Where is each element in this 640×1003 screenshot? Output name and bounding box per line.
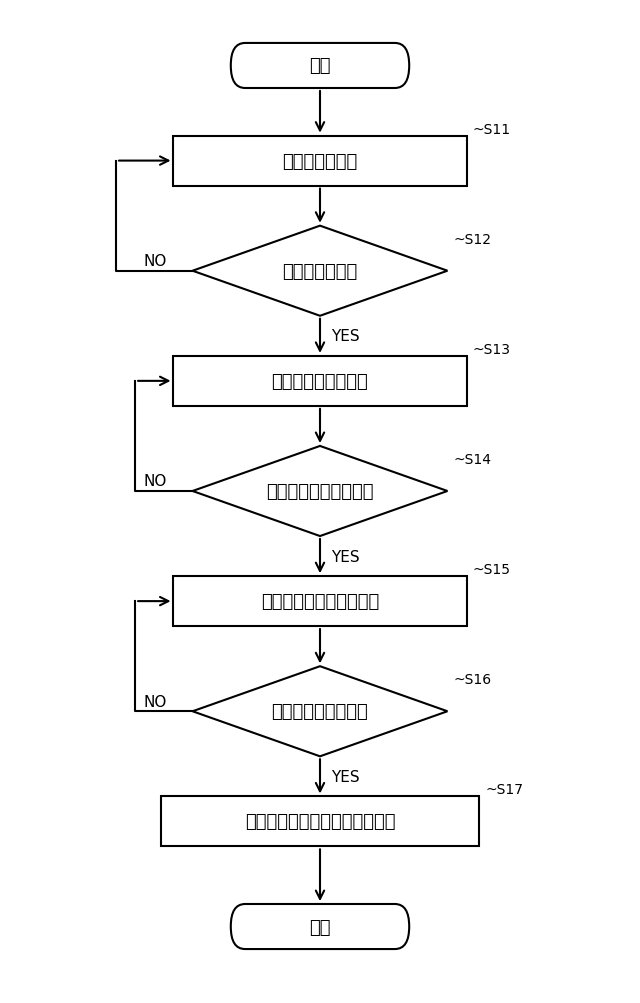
- Text: 開始: 開始: [309, 57, 331, 75]
- Text: NO: NO: [144, 694, 167, 709]
- Text: ~S12: ~S12: [454, 233, 492, 247]
- Text: ~S13: ~S13: [473, 342, 511, 356]
- Text: NO: NO: [144, 254, 167, 269]
- Text: NO: NO: [144, 474, 167, 489]
- Bar: [173, 577, 467, 627]
- Text: ~S17: ~S17: [486, 782, 524, 796]
- Bar: [173, 136, 467, 187]
- Text: YES: YES: [331, 769, 360, 784]
- Text: ~S15: ~S15: [473, 563, 511, 577]
- Text: ~S16: ~S16: [454, 673, 492, 686]
- Text: 終了: 終了: [309, 918, 331, 936]
- Text: 申込情報の入力あり？: 申込情報の入力あり？: [266, 482, 374, 500]
- Text: ~S14: ~S14: [454, 452, 492, 466]
- Text: カード情報の読取り処理へ移行: カード情報の読取り処理へ移行: [244, 812, 396, 830]
- Text: ~S11: ~S11: [473, 122, 511, 136]
- Text: 発行ボタンを押下？: 発行ボタンを押下？: [271, 702, 369, 720]
- Bar: [161, 796, 479, 847]
- Polygon shape: [193, 446, 447, 537]
- Bar: [173, 356, 467, 406]
- Text: 画面をタッチ？: 画面をタッチ？: [282, 263, 358, 281]
- FancyBboxPatch shape: [231, 44, 409, 89]
- Text: 申込情報を記憶部へ記憶: 申込情報を記憶部へ記憶: [261, 593, 379, 611]
- Text: 申込入力画面を表示: 申込入力画面を表示: [271, 372, 369, 390]
- Text: 受付画面を表示: 受付画面を表示: [282, 152, 358, 171]
- Text: YES: YES: [331, 549, 360, 564]
- FancyBboxPatch shape: [231, 904, 409, 949]
- Polygon shape: [193, 667, 447, 756]
- Text: YES: YES: [331, 329, 360, 344]
- Polygon shape: [193, 227, 447, 317]
